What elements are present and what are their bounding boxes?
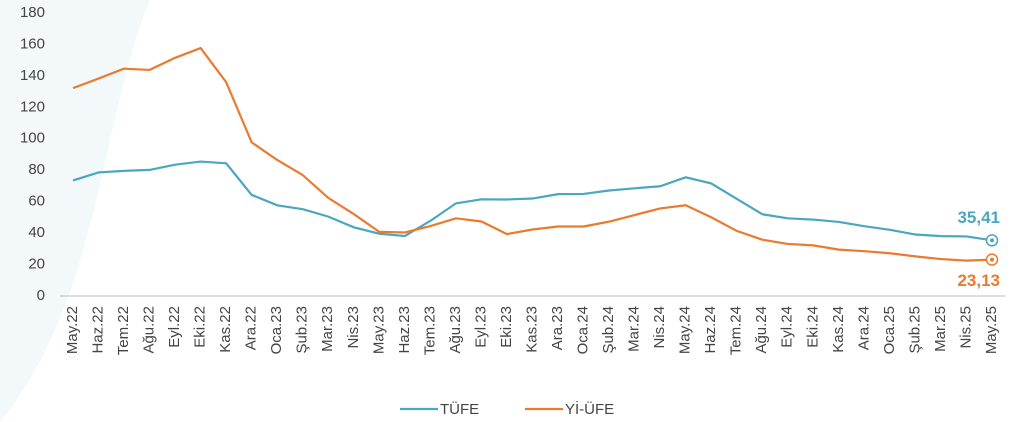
x-tick-label: Eki.24 bbox=[804, 306, 821, 348]
x-tick-label: Kas.22 bbox=[217, 306, 234, 353]
value-label: 35,41 bbox=[957, 208, 1000, 227]
x-tick-label: Nis.24 bbox=[651, 306, 668, 349]
series-line bbox=[72, 160, 993, 242]
x-tick-label: Ara.23 bbox=[549, 306, 566, 350]
x-tick-label: Tem.22 bbox=[115, 306, 132, 355]
y-tick-label: 80 bbox=[28, 161, 45, 178]
x-tick-label: Eyl.24 bbox=[779, 306, 796, 348]
x-tick-label: Eyl.22 bbox=[166, 306, 183, 348]
x-tick-label: Mar.23 bbox=[319, 306, 336, 352]
x-tick-label: May.23 bbox=[370, 306, 387, 354]
x-tick-label: Mar.24 bbox=[626, 306, 643, 352]
x-tick-label: Eki.22 bbox=[192, 306, 209, 348]
x-tick-label: Şub.24 bbox=[600, 306, 617, 354]
x-tick-label: Kas.23 bbox=[523, 306, 540, 353]
x-tick-label: Oca.25 bbox=[881, 306, 898, 354]
x-tick-label: Kas.24 bbox=[830, 306, 847, 353]
legend-label: TÜFE bbox=[440, 400, 479, 418]
x-tick-label: Şub.23 bbox=[294, 306, 311, 354]
background-shape bbox=[0, 0, 150, 422]
x-tick-label: Oca.23 bbox=[268, 306, 285, 354]
end-marker-dot bbox=[990, 238, 994, 243]
x-tick-label: Nis.23 bbox=[345, 306, 362, 349]
y-tick-label: 20 bbox=[28, 256, 45, 273]
x-tick-label: Ara.22 bbox=[243, 306, 260, 350]
x-tick-label: Haz.23 bbox=[396, 306, 413, 354]
x-tick-label: Ağu.23 bbox=[447, 306, 464, 354]
y-tick-label: 120 bbox=[20, 98, 45, 115]
x-tick-label: Tem.23 bbox=[421, 306, 438, 355]
y-tick-label: 100 bbox=[20, 130, 45, 147]
x-tick-label: Oca.24 bbox=[575, 306, 592, 354]
x-tick-label: Şub.25 bbox=[906, 306, 923, 354]
y-tick-label: 0 bbox=[37, 287, 45, 304]
series-line bbox=[72, 46, 993, 262]
x-tick-label: Tem.24 bbox=[728, 306, 745, 355]
x-tick-label: Haz.22 bbox=[89, 306, 106, 354]
y-tick-label: 40 bbox=[28, 224, 45, 241]
y-tick-label: 180 bbox=[20, 4, 45, 21]
x-tick-label: May.24 bbox=[677, 306, 694, 354]
x-tick-label: Haz.24 bbox=[702, 306, 719, 354]
y-tick-label: 160 bbox=[20, 35, 45, 52]
x-tick-label: Mar.25 bbox=[932, 306, 949, 352]
y-tick-label: 140 bbox=[20, 67, 45, 84]
x-tick-label: Eki.23 bbox=[498, 306, 515, 348]
x-tick-label: Eyl.23 bbox=[472, 306, 489, 348]
legend-label: Yİ-ÜFE bbox=[565, 400, 614, 418]
x-tick-label: Ara.24 bbox=[855, 306, 872, 350]
value-label: 23,13 bbox=[957, 271, 1000, 290]
y-tick-label: 60 bbox=[28, 193, 45, 210]
end-marker-dot bbox=[990, 257, 994, 262]
x-tick-label: Ağu.24 bbox=[753, 306, 770, 354]
x-tick-label: May.22 bbox=[64, 306, 81, 354]
x-tick-label: Nis.25 bbox=[957, 306, 974, 349]
x-tick-label: May.25 bbox=[983, 306, 1000, 354]
x-tick-label: Ağu.22 bbox=[141, 306, 158, 354]
